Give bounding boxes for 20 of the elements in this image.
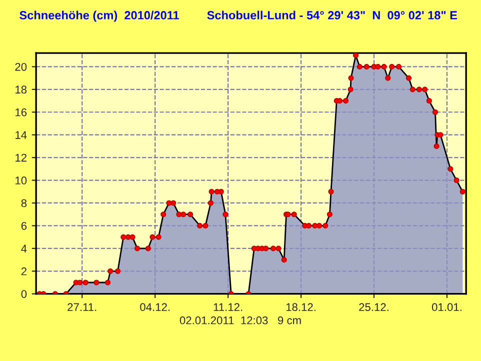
- y-tick-label: 18: [16, 86, 27, 94]
- x-tick-label: 25.12.: [359, 303, 388, 312]
- x-tick-label: 18.12.: [286, 303, 316, 312]
- y-tick-label: 2: [21, 267, 26, 276]
- x-tick-label: 01.01.: [432, 303, 462, 312]
- text: 02.01.2011 12:03 9 cm: [180, 316, 301, 324]
- x-tick-label: 04.12.: [140, 303, 170, 312]
- y-tick-label: 20: [15, 62, 27, 71]
- x-tick-label: 11.12.: [214, 303, 242, 311]
- y-tick-label: 16: [16, 108, 27, 116]
- chart-title: Schneehöhe (cm) 2010/2011: [20, 10, 180, 22]
- y-tick-label: 8: [21, 199, 27, 208]
- y-tick-label: 10: [16, 176, 27, 184]
- y-tick-label: 4: [21, 244, 27, 252]
- y-tick-label: 14: [16, 131, 27, 139]
- y-tick-label: 6: [21, 222, 27, 230]
- x-tick-label: 27.11.: [68, 303, 96, 311]
- y-tick-label: 0: [21, 290, 27, 298]
- y-tick-label: 12: [16, 154, 26, 162]
- chart-subtitle: Schobuell-Lund - 54° 29' 43" N 09° 02' 18" E: [207, 10, 458, 20]
